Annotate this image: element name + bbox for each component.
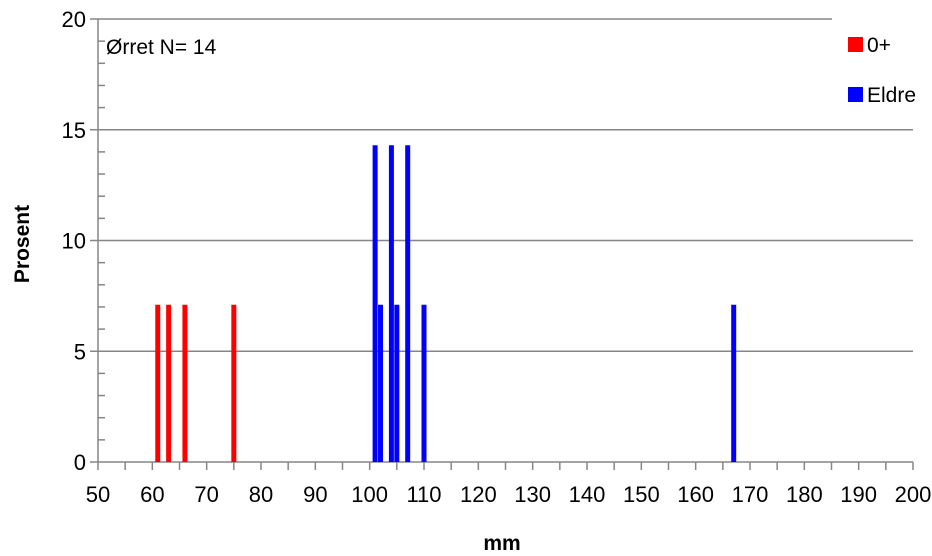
x-tick-label: 160 [677,482,714,507]
x-tick-label: 180 [786,482,823,507]
x-tick-labels: 50 60 70 80 90 100 110 120 130 140 150 160 170 180 190… [86,482,932,507]
y-tick-label: 20 [62,7,86,32]
bar-0+ [155,304,161,462]
x-tick-label: 60 [140,482,164,507]
y-tick-labels: 0 5 10 15 20 [62,7,86,475]
bar-0+ [182,304,188,462]
x-axis-title: mm [483,532,520,555]
x-tick-label: 80 [249,482,273,507]
x-tick-label: 140 [569,482,606,507]
x-tick-label: 200 [895,482,932,507]
y-tick-label: 15 [62,118,86,143]
x-tick-label: 50 [86,482,110,507]
legend-label: 0+ [867,34,891,57]
y-tick-label: 5 [74,339,86,364]
bars [155,145,737,462]
x-tick-label: 150 [623,482,660,507]
bar-0+ [231,304,237,462]
bar-Eldre [378,304,384,462]
legend-label: Eldre [867,84,916,107]
bar-0+ [166,304,172,462]
legend-swatch [848,87,863,102]
chart-annotation: Ørret N= 14 [106,36,217,59]
x-tick-label: 100 [351,482,388,507]
axes [90,18,914,470]
legend-swatch [848,37,863,52]
x-tick-label: 90 [303,482,327,507]
y-tick-label: 0 [74,450,86,475]
bar-Eldre [421,304,427,462]
bar-Eldre [394,304,400,462]
x-tick-label: 110 [406,482,441,507]
x-tick-label: 70 [194,482,218,507]
x-tick-label: 130 [514,482,551,507]
x-tick-label: 190 [840,482,877,507]
x-tick-label: 120 [460,482,497,507]
y-axis-title: Prosent [11,205,34,283]
bar-Eldre [731,304,737,462]
bar-Eldre [372,145,378,462]
bar-Eldre [388,145,394,462]
legend: 0+ Eldre [848,34,916,107]
x-tick-label: 170 [732,482,769,507]
bar-Eldre [405,145,411,462]
gridlines [98,18,913,352]
y-tick-label: 10 [62,229,86,254]
